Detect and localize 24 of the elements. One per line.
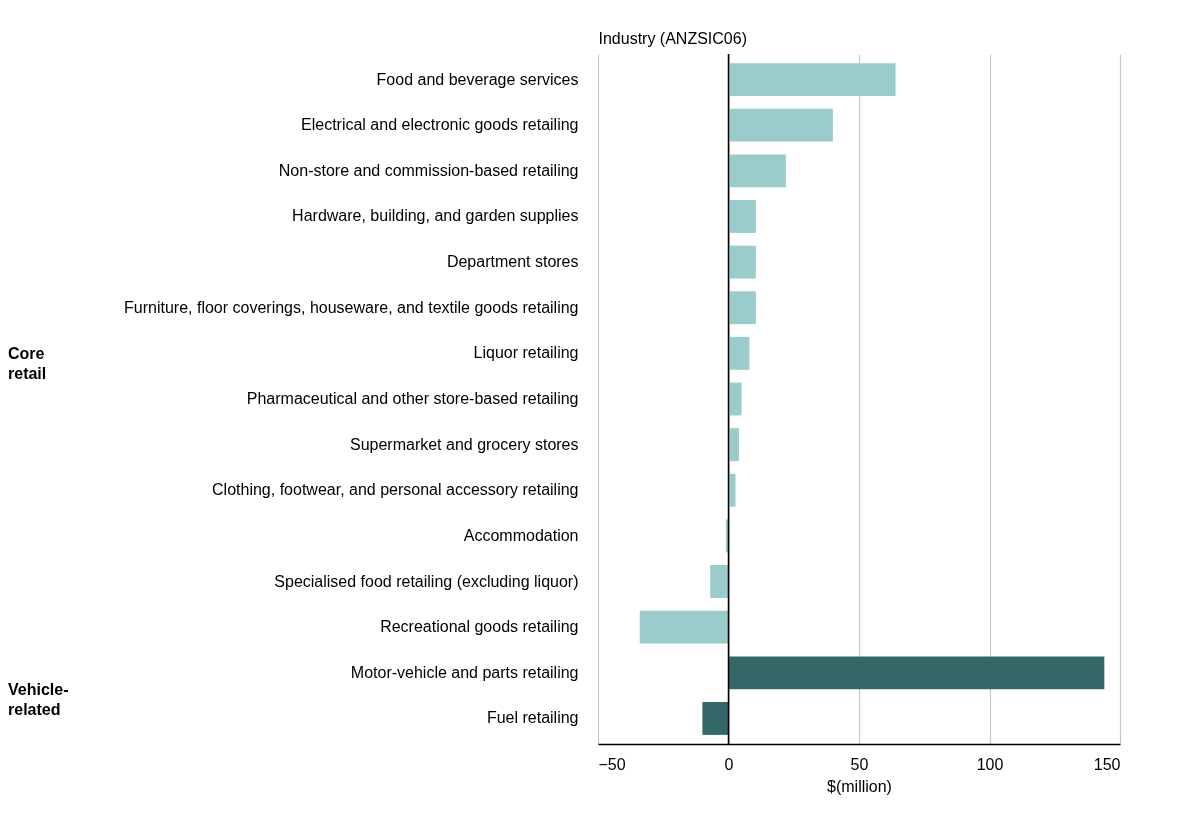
y-tick-label: Supermarket and grocery stores [349, 435, 579, 453]
y-tick-label: Motor-vehicle and parts retailing [350, 663, 579, 681]
x-tick-label: 100 [976, 755, 1004, 773]
text: Vehicle-related [8, 681, 69, 719]
y-tick-label: Fuel retailing [486, 709, 579, 727]
x-axis-title: $(million) [827, 777, 892, 795]
x-tick-label: 50 [850, 755, 869, 773]
y-tick-label: Electrical and electronic goods retailing [301, 116, 579, 134]
x-tick-label: −50 [598, 755, 626, 773]
y-tick-label: Hardware, building, and garden supplies [292, 207, 579, 225]
y-tick-label: Clothing, footwear, and personal accessory retailing [212, 481, 579, 499]
y-tick-label: Department stores [446, 253, 579, 271]
x-tick-label: 150 [1093, 755, 1121, 773]
y-axis-title: Industry (ANZSIC06) [598, 29, 747, 47]
text: Core retail [8, 345, 47, 383]
y-tick-label: Food and beverage services [376, 70, 579, 88]
y-tick-label: Accommodation [463, 526, 579, 544]
x-tick-label: 0 [724, 755, 734, 773]
y-tick-label: Recreational goods retailing [380, 618, 579, 636]
y-tick-label: Pharmaceutical and other store-based retailing [246, 390, 579, 407]
y-tick-label: Non-store and commission-based retailing [278, 161, 579, 179]
y-tick-label: Furniture, floor coverings, houseware, and textile goods retailing [124, 298, 579, 316]
y-tick-label: Liquor retailing [473, 344, 579, 362]
y-tick-label: Specialised food retailing (excluding liquor) [274, 572, 579, 590]
